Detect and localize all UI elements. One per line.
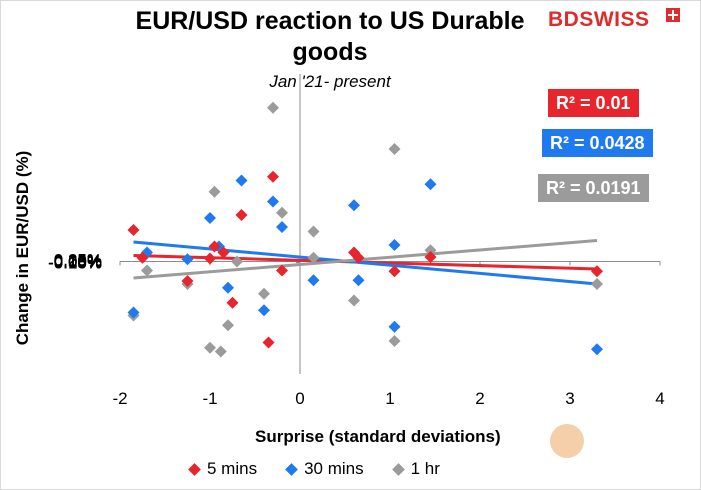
data-point-30-mins [127,306,140,319]
data-point-1-hr [258,287,270,300]
x-tick-label: 3 [565,389,574,408]
y-tick-label: 0.15% [54,251,102,270]
data-points [127,101,603,358]
data-point-5-mins [591,265,603,278]
x-tick-label: 2 [475,389,484,408]
data-point-1-hr [307,225,320,238]
y-tick-label: -0.10% [48,253,102,272]
legend-label: 1 hr [410,459,440,478]
data-point-1-hr [388,143,401,155]
legend-item-1-hr: 1 hr [391,459,440,479]
data-point-30-mins [222,281,234,294]
data-point-30-mins [388,239,401,251]
x-axis-label: Surprise (standard deviations) [255,427,501,446]
data-point-1-hr [591,278,603,290]
watermark [550,420,700,482]
legend-item-5-mins: 5 mins [188,459,258,479]
data-point-5-mins [226,296,239,309]
data-point-5-mins [204,252,216,265]
data-point-5-mins [181,275,194,287]
y-tick-label: -0.15% [48,254,102,273]
r2-label-30-mins: R² = 0.0428 [542,129,653,157]
data-point-30-mins [352,274,365,287]
diamond-marker-icon [188,462,201,476]
data-point-30-mins [181,253,194,266]
trendlines [133,239,598,286]
data-point-1-hr [424,244,437,257]
data-point-30-mins [348,199,360,212]
axes: 0.25%0.20%0.15%0.10%0.05%0.00%-0.05%-0.1… [48,74,665,408]
legend: 5 mins 30 mins 1 hr [188,459,440,479]
data-point-5-mins [217,246,230,259]
chart-title: EUR/USD reaction to US Durable goods [135,7,525,66]
legend-label: 30 mins [304,459,364,478]
x-tick-label: -2 [112,389,127,408]
diamond-marker-icon [391,462,405,476]
data-point-5-mins [352,251,365,264]
data-point-1-hr [276,206,288,219]
data-point-5-mins [424,251,437,263]
y-tick-label: 0.25% [54,251,102,270]
data-point-30-mins [307,274,320,287]
data-point-30-mins [235,174,248,187]
x-tick-label: 0 [295,389,304,408]
data-point-1-hr [208,185,221,198]
data-point-5-mins [235,209,248,221]
trendline-1-hr [133,239,598,280]
data-point-30-mins [591,343,603,356]
data-point-1-hr [231,255,243,268]
data-point-30-mins [258,304,270,317]
y-tick-label: 0.05% [54,252,102,271]
data-point-5-mins [208,240,221,253]
data-point-30-mins [267,195,279,208]
data-point-1-hr [222,319,234,332]
data-point-30-mins [204,212,216,224]
y-tick-label: 0.20% [54,251,102,270]
brand-plus-icon [666,8,680,22]
data-point-5-mins [127,224,140,236]
watermark-logo-icon [550,424,584,458]
brand-logo: BDSWISS [548,8,650,31]
data-point-30-mins [276,221,288,233]
data-point-30-mins [388,320,401,333]
data-point-5-mins [136,251,149,264]
y-tick-label: 0.10% [54,252,102,271]
data-point-5-mins [388,265,401,278]
r2-label-1-hr: R² = 0.0191 [538,174,649,202]
data-point-1-hr [388,335,401,347]
r2-label-5-mins: R² = 0.01 [548,89,639,117]
x-tick-label: -1 [202,389,217,408]
data-point-1-hr [307,251,320,264]
legend-label: 5 mins [207,459,258,478]
y-axis-label: Change in EUR/USD (%) [13,150,32,346]
data-point-1-hr [267,101,279,114]
x-tick-label: 1 [385,389,394,408]
data-point-1-hr [348,294,360,307]
trendline-30-mins [133,240,598,286]
data-point-1-hr [204,341,216,354]
data-point-30-mins [424,178,437,191]
x-tick-label: 4 [655,389,664,408]
data-point-1-hr [141,264,153,277]
legend-item-30-mins: 30 mins [285,459,364,479]
data-point-5-mins [276,264,288,277]
y-tick-label: 0.00% [54,253,102,272]
data-point-5-mins [262,336,275,349]
y-tick-label: -0.05% [48,253,102,272]
diamond-marker-icon [285,462,298,476]
data-point-5-mins [267,170,279,183]
data-point-1-hr [214,345,227,358]
